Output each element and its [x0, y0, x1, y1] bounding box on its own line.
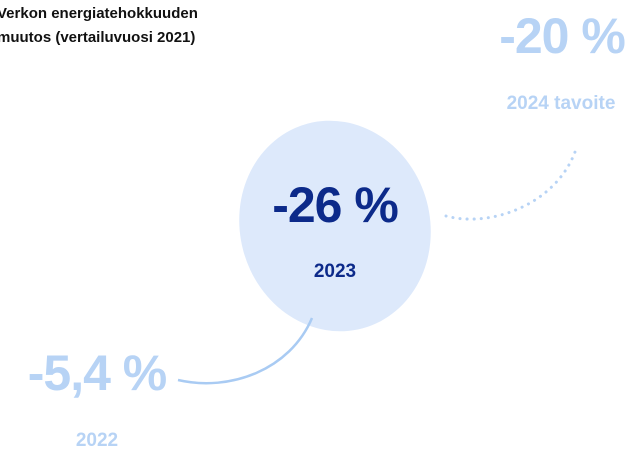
value-2023: -26 %: [272, 177, 398, 233]
title-line: Verkon energiatehokkuuden: [0, 5, 198, 22]
value-2022: -5,4 %: [28, 345, 167, 401]
title-line: muutos (vertailuvuosi 2021): [0, 29, 195, 46]
label-2023: 2023: [314, 261, 356, 282]
label-2024: 2024 tavoite: [507, 93, 616, 114]
label-2022: 2022: [76, 430, 118, 451]
dotted-connector: [444, 150, 577, 221]
solid-connector: [177, 317, 314, 385]
value-2024: -20 %: [499, 8, 625, 64]
highlight-bubble: [239, 120, 431, 332]
